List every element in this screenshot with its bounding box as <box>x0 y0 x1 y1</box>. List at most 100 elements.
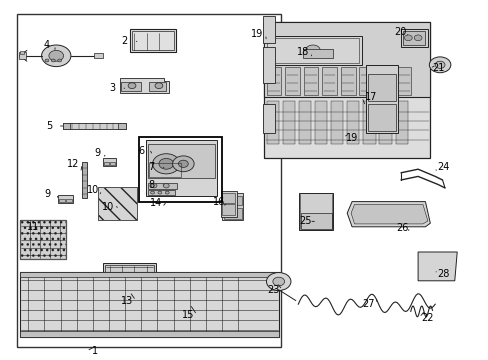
Bar <box>62 123 70 129</box>
Polygon shape <box>417 252 456 281</box>
Bar <box>149 82 166 91</box>
Circle shape <box>163 184 169 188</box>
Circle shape <box>128 83 136 89</box>
Bar <box>94 53 102 58</box>
Text: 23: 23 <box>267 285 280 295</box>
Circle shape <box>185 287 195 294</box>
Bar <box>98 187 137 220</box>
Bar <box>104 162 109 165</box>
Bar <box>264 22 429 97</box>
Bar <box>20 220 66 259</box>
Text: 14: 14 <box>150 198 163 208</box>
Bar <box>314 101 326 144</box>
Bar <box>266 67 281 95</box>
Bar <box>82 162 86 198</box>
Bar <box>66 199 72 202</box>
Bar <box>301 213 331 229</box>
Text: 18: 18 <box>296 47 309 57</box>
Bar <box>264 22 429 158</box>
Bar <box>20 51 24 54</box>
Bar <box>303 49 332 58</box>
Bar <box>346 101 359 144</box>
Text: 16: 16 <box>212 197 225 207</box>
Bar <box>62 123 126 129</box>
Circle shape <box>266 273 290 291</box>
Circle shape <box>159 158 173 169</box>
Bar <box>110 162 115 165</box>
Bar <box>365 65 397 133</box>
Circle shape <box>151 184 157 188</box>
Text: 10: 10 <box>101 202 114 212</box>
Bar <box>17 14 281 347</box>
Text: 5: 5 <box>46 121 52 131</box>
Bar <box>147 190 174 195</box>
Bar <box>403 31 425 45</box>
Bar <box>263 104 275 133</box>
Bar <box>379 101 391 144</box>
Bar <box>20 272 278 337</box>
Bar <box>367 104 395 131</box>
Bar <box>102 263 156 290</box>
Bar <box>264 36 361 65</box>
Text: 1: 1 <box>92 346 98 356</box>
Circle shape <box>45 59 49 62</box>
Circle shape <box>158 191 162 194</box>
Circle shape <box>103 206 113 213</box>
Bar <box>400 29 427 47</box>
Bar <box>282 101 294 144</box>
Text: 7: 7 <box>148 162 154 172</box>
Bar <box>98 187 137 220</box>
Text: 22: 22 <box>421 312 433 323</box>
Bar <box>396 67 410 95</box>
Circle shape <box>186 305 192 309</box>
Text: 10: 10 <box>86 185 99 195</box>
Bar <box>20 331 278 337</box>
Bar <box>20 272 278 277</box>
Circle shape <box>58 59 61 62</box>
Bar <box>266 101 278 144</box>
Bar <box>105 265 154 288</box>
Text: 19: 19 <box>345 132 358 143</box>
Bar <box>129 29 176 52</box>
Bar <box>121 82 141 91</box>
Text: 26: 26 <box>395 222 407 233</box>
Text: 6: 6 <box>139 146 144 156</box>
Bar <box>19 52 26 59</box>
Text: 9: 9 <box>95 148 101 158</box>
Bar <box>340 67 355 95</box>
Polygon shape <box>120 78 168 93</box>
Circle shape <box>49 50 63 61</box>
Circle shape <box>172 156 194 172</box>
Bar <box>303 67 318 95</box>
Text: 9: 9 <box>45 189 51 199</box>
Text: 13: 13 <box>121 296 133 306</box>
Circle shape <box>155 83 163 89</box>
Text: 25: 25 <box>299 216 311 226</box>
Bar <box>322 67 336 95</box>
Bar <box>266 38 359 63</box>
Bar <box>101 197 114 203</box>
Bar <box>149 163 181 177</box>
Polygon shape <box>346 202 429 227</box>
Circle shape <box>404 35 411 41</box>
Circle shape <box>434 61 444 68</box>
Bar <box>102 158 116 166</box>
Text: 19: 19 <box>250 29 263 39</box>
Text: 17: 17 <box>364 92 376 102</box>
Bar <box>330 101 343 144</box>
Text: 8: 8 <box>148 180 154 190</box>
Bar <box>222 193 243 220</box>
Text: 24: 24 <box>436 162 449 172</box>
Circle shape <box>51 59 55 62</box>
Bar <box>359 67 373 95</box>
Bar <box>222 204 235 215</box>
Bar <box>363 101 375 144</box>
Bar <box>145 140 216 196</box>
Text: 21: 21 <box>431 63 444 73</box>
Bar <box>59 199 65 202</box>
Bar <box>147 183 177 189</box>
Circle shape <box>178 160 188 167</box>
Text: 2: 2 <box>122 36 127 46</box>
Circle shape <box>152 154 180 174</box>
Circle shape <box>305 45 320 56</box>
